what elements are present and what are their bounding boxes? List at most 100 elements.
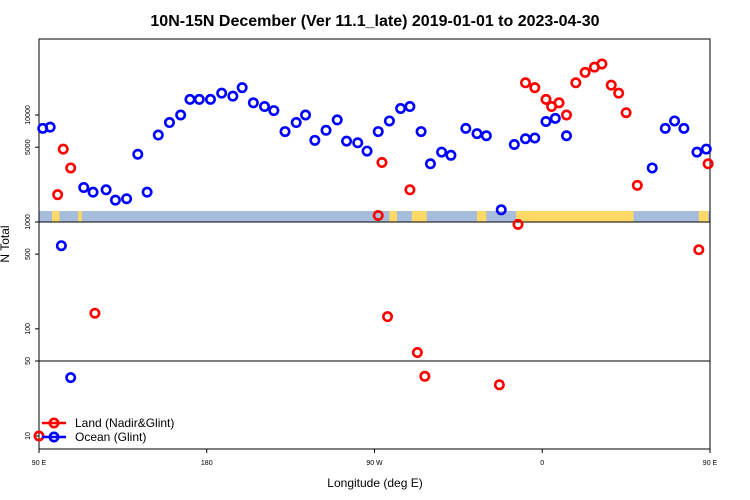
ocean-point [279,126,291,138]
ocean-point [480,130,492,142]
land-point [411,347,423,359]
ocean-point [646,162,658,174]
land-point [89,307,101,319]
ocean-point [361,145,373,157]
y-tick-label: 50 [25,357,32,365]
ocean-point [152,129,164,141]
legend-marker [48,417,60,429]
land-point [702,158,714,170]
ocean-point [424,158,436,170]
ocean-point [309,134,321,146]
land-mask-region [52,211,60,222]
ocean-point [247,97,259,109]
ocean-point [495,204,507,216]
land-point [620,107,632,119]
ocean-point [700,143,712,155]
y-tick-label: 500 [25,248,32,260]
ocean-point [529,132,541,144]
land-point [605,79,617,91]
ocean-point [341,135,353,147]
ocean-point [383,115,395,127]
x-tick-label: 90 E [32,460,47,467]
ocean-point [175,109,187,121]
legend-label: Ocean (Glint) [75,430,146,444]
ocean-point [204,93,216,105]
ocean-point [184,93,196,105]
ocean-point [55,240,67,252]
ocean-point [300,109,312,121]
land-point [65,162,77,174]
land-point [52,189,64,201]
ocean-point [268,105,280,117]
land-mask-region [516,211,634,222]
ocean-point [549,112,561,124]
ocean-point [87,186,99,198]
x-tick-label: 90 E [703,460,718,467]
ocean-point [460,122,472,134]
land-mask-region [698,211,709,222]
land-point [540,93,552,105]
ocean-point [320,124,332,136]
land-mask-region [477,211,487,222]
ocean-point [415,126,427,138]
land-point [404,184,416,196]
ocean-point [227,90,239,102]
ocean-point [236,82,248,94]
land-point [693,244,705,256]
ocean-point [290,117,302,129]
ocean-point [445,149,457,161]
ocean-point [100,184,112,196]
ocean-point [193,93,205,105]
land-mask-region [78,211,82,222]
land-point [512,218,524,230]
ocean-point [691,146,703,158]
ocean-series [37,82,712,384]
ocean-point [259,101,271,113]
land-point [579,66,591,78]
land-mask-region [411,211,427,222]
ocean-point [141,186,153,198]
ocean-point [44,121,56,133]
ocean-point [132,148,144,160]
chart-title: 10N-15N December (Ver 11.1_late) 2019-01… [150,13,599,30]
ocean-point [659,122,671,134]
land-series [33,58,714,442]
land-point [631,179,643,191]
ocean-point [216,87,228,99]
land-point [493,379,505,391]
land-point [372,210,384,222]
ocean-point [560,130,572,142]
ocean-point [121,193,133,205]
ocean-point [331,114,343,126]
ocean-point [519,133,531,145]
ocean-point [372,126,384,138]
x-tick-label: 180 [201,460,213,467]
ocean-point [395,103,407,115]
ocean-point [352,137,364,149]
land-point [553,97,565,109]
land-point [519,77,531,89]
plot-frame [38,38,711,450]
ocean-point [508,139,520,151]
land-point [57,143,69,155]
ocean-point [471,128,483,140]
ocean-point [78,182,90,194]
y-tick-label: 5000 [25,139,32,155]
land-point [613,87,625,99]
x-axis-ticks: 90 E 180 90 W 0 90 E [32,449,718,467]
land-point [419,370,431,382]
ocean-point [669,115,681,127]
legend-label: Land (Nadir&Glint) [75,416,174,430]
land-point [529,82,541,94]
ocean-point [540,115,552,127]
y-tick-label: 100 [25,323,32,335]
land-point [596,58,608,70]
y-tick-label: 1000 [25,214,32,230]
land-point [382,311,394,323]
land-point [376,156,388,168]
ocean-point [436,146,448,158]
legend: Land (Nadir&Glint)Ocean (Glint) [42,416,174,444]
ocean-point [65,372,77,384]
